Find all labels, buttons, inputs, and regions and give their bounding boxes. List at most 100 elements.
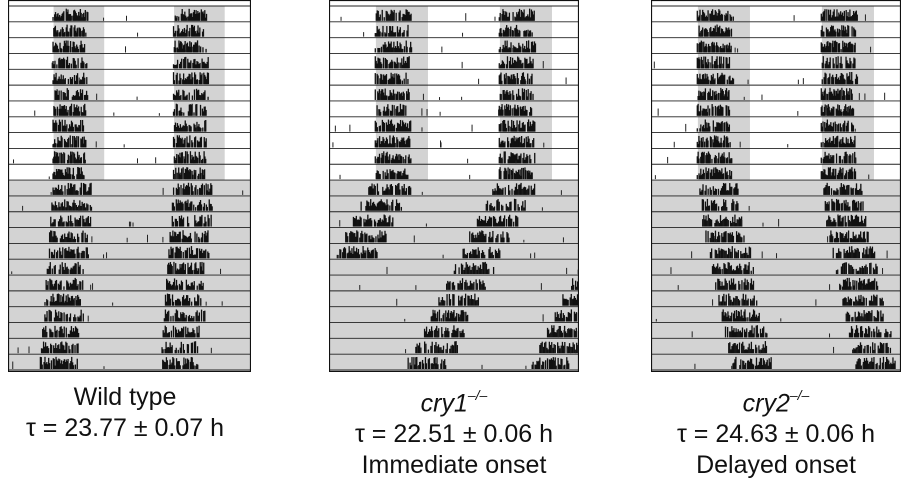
activity-bar	[375, 60, 377, 69]
activity-bar	[63, 269, 65, 275]
activity-bar	[192, 46, 194, 53]
activity-bar	[82, 230, 84, 243]
activity-bar	[837, 135, 839, 148]
activity-bar	[195, 312, 197, 322]
activity-bar	[205, 109, 207, 116]
activity-bar	[712, 264, 715, 275]
activity-bar	[62, 91, 64, 100]
activity-bar	[86, 63, 88, 69]
activity-bar	[498, 188, 501, 195]
activity-bar	[740, 309, 742, 322]
activity-bar	[85, 32, 87, 37]
activity-bar	[479, 264, 482, 275]
activity-bar	[723, 48, 725, 53]
activity-bar	[708, 122, 710, 132]
activity-bar	[848, 25, 850, 37]
activity-bar	[713, 28, 716, 37]
activity-bar	[457, 283, 459, 290]
activity-bar	[174, 327, 177, 338]
activity-bar	[410, 120, 412, 132]
activity-bar	[75, 204, 77, 211]
activity-bar	[193, 169, 195, 180]
activity-bar	[55, 30, 57, 37]
activity-bar	[393, 158, 395, 164]
activity-bar	[403, 93, 405, 100]
activity-bar	[65, 96, 67, 100]
activity-bar	[503, 89, 505, 100]
activity-bar	[73, 280, 75, 290]
dark-phase-shading	[697, 100, 750, 117]
activity-bar	[57, 30, 59, 37]
activity-bar	[400, 93, 402, 100]
activity-bar	[738, 280, 740, 290]
activity-bar	[193, 204, 195, 211]
activity-bar	[699, 73, 701, 85]
activity-bar	[466, 252, 469, 259]
activity-bar	[399, 141, 401, 148]
activity-bar	[413, 357, 415, 369]
activity-bar	[425, 326, 428, 338]
activity-bar	[827, 78, 829, 85]
activity-bar	[57, 221, 60, 227]
activity-bar	[756, 317, 759, 322]
activity-bar	[854, 349, 856, 354]
activity-bar	[205, 158, 207, 164]
activity-bar	[699, 59, 701, 69]
activity-bar	[406, 9, 408, 21]
activity-bar	[720, 33, 722, 37]
activity-tick	[51, 62, 53, 69]
activity-bar	[406, 175, 408, 180]
activity-bar	[54, 122, 56, 132]
activity-bar	[67, 250, 69, 259]
activity-bar	[494, 188, 496, 195]
activity-bar	[885, 356, 888, 369]
activity-bar	[720, 172, 722, 180]
activity-bar	[743, 235, 745, 243]
activity-bar	[206, 61, 208, 69]
activity-bar	[864, 333, 866, 338]
activity-bar	[862, 280, 865, 290]
activity-bar	[699, 188, 701, 195]
activity-bar	[868, 363, 870, 369]
activity-bar	[176, 268, 179, 275]
activity-bar	[731, 301, 734, 306]
activity-bar	[60, 312, 62, 322]
activity-bar	[380, 62, 382, 69]
activity-bar	[840, 203, 842, 211]
activity-bar	[78, 11, 80, 21]
activity-bar	[171, 248, 173, 259]
activity-bar	[65, 40, 67, 53]
activity-bar	[829, 87, 831, 100]
activity-bar	[711, 95, 713, 100]
activity-bar	[537, 361, 539, 369]
activity-bar	[849, 221, 851, 227]
activity-bar	[824, 63, 826, 69]
activity-bar	[715, 189, 718, 195]
activity-bar	[170, 316, 172, 322]
activity-bar	[75, 219, 77, 227]
activity-bar	[208, 218, 210, 227]
activity-bar	[61, 312, 63, 322]
activity-bar	[188, 46, 190, 53]
activity-bar	[194, 263, 196, 275]
activity-bar	[74, 11, 77, 21]
activity-bar	[509, 143, 512, 148]
activity-bar	[368, 249, 370, 259]
activity-bar	[721, 281, 723, 290]
activity-bar	[531, 11, 534, 21]
activity-bar	[53, 46, 55, 53]
activity-bar	[190, 282, 192, 290]
activity-bar	[365, 250, 367, 259]
activity-bar	[398, 202, 401, 211]
activity-bar	[519, 16, 522, 21]
activity-bar	[514, 78, 517, 85]
activity-tick	[861, 285, 863, 290]
activity-bar	[378, 28, 380, 37]
activity-bar	[197, 294, 199, 306]
activity-bar	[882, 313, 884, 322]
activity-bar	[524, 167, 526, 180]
activity-bar	[399, 79, 402, 85]
activity-bar	[714, 10, 716, 21]
constant-dark-shading	[9, 275, 250, 291]
activity-bar	[83, 218, 85, 227]
